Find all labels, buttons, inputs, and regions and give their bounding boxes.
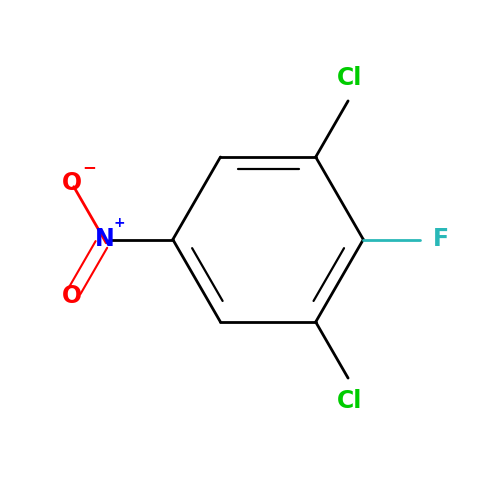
- Text: N: N: [94, 228, 114, 251]
- Text: Cl: Cl: [337, 66, 363, 90]
- Text: O: O: [62, 171, 82, 195]
- Text: Cl: Cl: [337, 389, 363, 413]
- Text: F: F: [433, 228, 449, 251]
- Text: +: +: [114, 217, 125, 230]
- Text: −: −: [82, 158, 96, 176]
- Text: O: O: [62, 284, 82, 308]
